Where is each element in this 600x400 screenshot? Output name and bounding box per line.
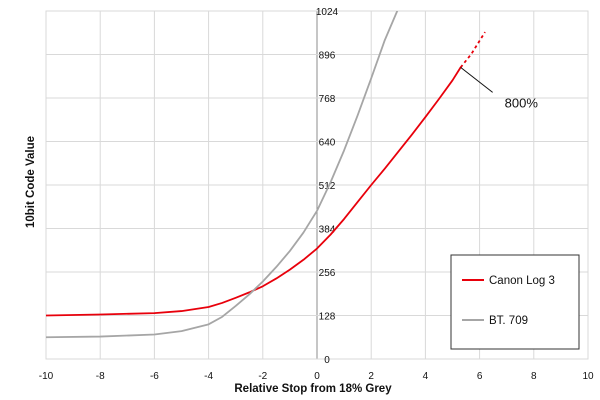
x-axis-title: Relative Stop from 18% Grey [234, 383, 392, 395]
legend-label-bt709: BT. 709 [489, 315, 528, 327]
y-tick-label: 0 [324, 355, 330, 366]
x-tick-label: -4 [204, 371, 213, 382]
x-tick-label: 8 [531, 371, 537, 382]
annotation: 800% [460, 67, 539, 110]
x-tick-label: 6 [477, 371, 483, 382]
annotation-leader-line [460, 67, 493, 93]
y-tick-label: 256 [319, 268, 336, 279]
x-tick-label: 0 [314, 371, 320, 382]
y-tick-label: 384 [319, 225, 336, 236]
y-tick-label: 768 [319, 94, 336, 105]
series-lines [46, 11, 486, 339]
x-tick-label: 2 [368, 371, 374, 382]
series-line-bt-709 [46, 11, 399, 339]
y-tick-label: 128 [319, 312, 336, 323]
legend-label-canon-log-3: Canon Log 3 [489, 275, 555, 287]
annotation-label: 800% [505, 95, 539, 110]
series-line-canon-log-3 [46, 66, 462, 317]
plot-frame [45, 10, 589, 360]
y-tick-label: 896 [319, 51, 336, 62]
y-tick-label: 640 [319, 138, 336, 149]
x-tick-labels: -10 -8 -6 -4 -2 0 2 4 6 8 10 [39, 371, 594, 382]
x-tick-label: 10 [582, 371, 594, 382]
x-tick-label: -10 [39, 371, 54, 382]
legend-box [450, 254, 580, 350]
x-tick-label: -2 [258, 371, 267, 382]
legend: Canon Log 3 BT. 709 [450, 254, 580, 350]
y-axis-title: 10bit Code Value [25, 136, 37, 228]
x-tick-label: -6 [150, 371, 159, 382]
y-tick-label: 512 [319, 181, 336, 192]
y-tick-labels: 0 128 256 384 512 640 768 896 1024 [316, 7, 339, 366]
series-line-extension-1 [459, 31, 486, 68]
x-tick-label: 4 [423, 371, 429, 382]
y-tick-label: 1024 [316, 7, 339, 18]
x-tick-label: -8 [96, 371, 105, 382]
